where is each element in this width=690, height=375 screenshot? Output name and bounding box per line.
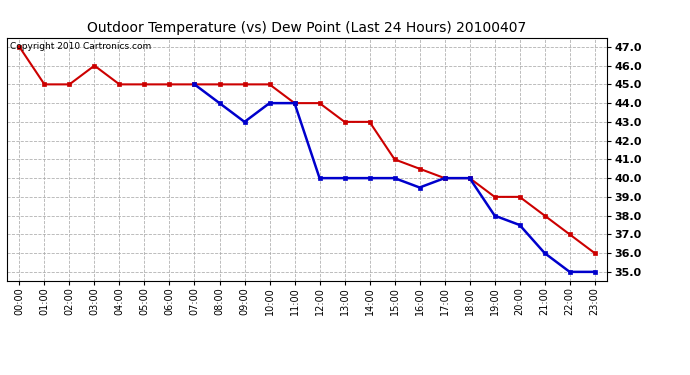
Title: Outdoor Temperature (vs) Dew Point (Last 24 Hours) 20100407: Outdoor Temperature (vs) Dew Point (Last… — [88, 21, 526, 35]
Text: Copyright 2010 Cartronics.com: Copyright 2010 Cartronics.com — [10, 42, 151, 51]
